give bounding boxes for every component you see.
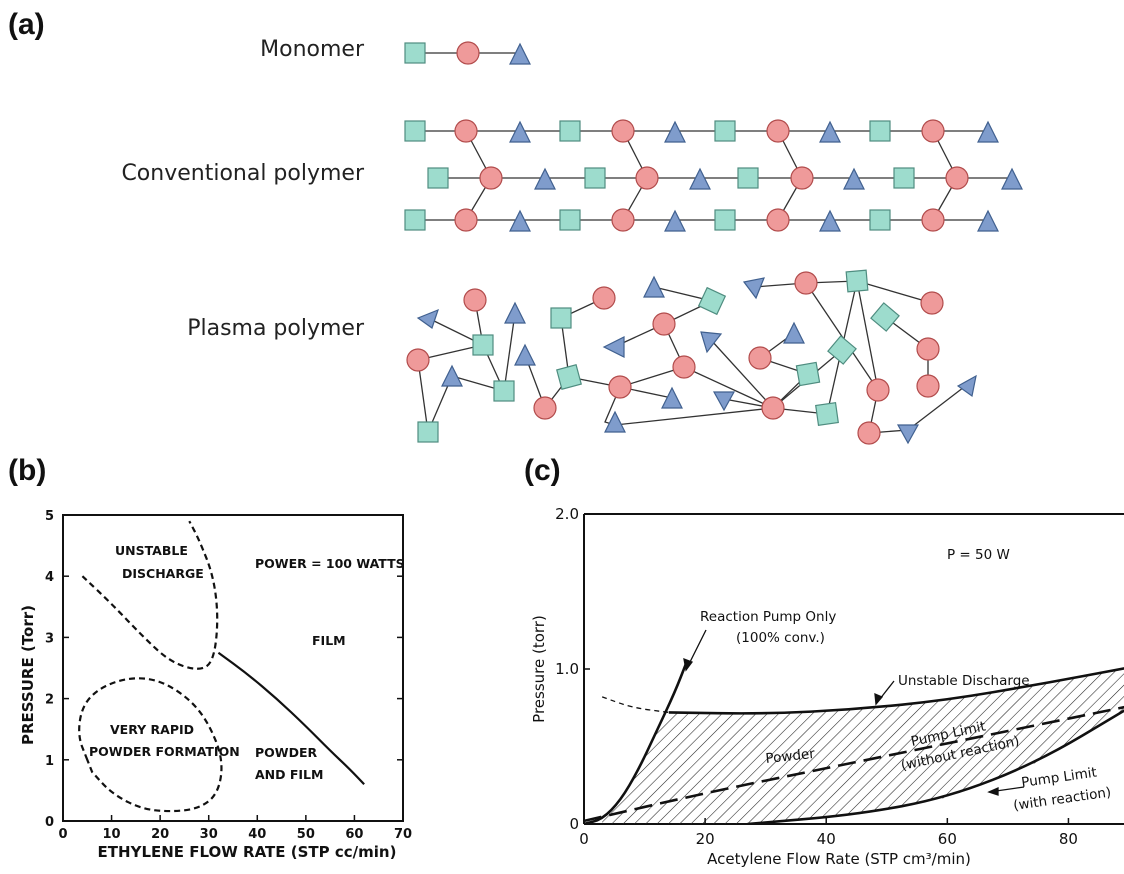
x-tick-label: 30 [200, 827, 218, 842]
monomer-molecule [404, 41, 531, 65]
y-tick-label: 5 [45, 509, 54, 524]
unstable-discharge-label: Unstable Discharge [898, 673, 1030, 689]
plasma-polymer-network [406, 269, 977, 445]
series-line-0 [81, 520, 219, 670]
series-line-3 [747, 709, 1124, 824]
rapid-label: VERY RAPID [110, 722, 194, 737]
y-axis-title: Pressure (torr) [530, 615, 548, 723]
x-tick-label: 20 [151, 827, 169, 842]
series-line-1 [78, 677, 223, 813]
x-axis-title: Acetylene Flow Rate (STP cm³/min) [707, 850, 971, 868]
power-label: POWER = 100 WATTS [255, 556, 405, 571]
x-tick-label: 60 [345, 827, 363, 842]
circle-unit-icon [456, 41, 480, 65]
conventional-polymer-chains [404, 119, 1023, 232]
y-tick-label: 2 [45, 693, 54, 708]
x-tick-label: 70 [394, 827, 412, 842]
panel-a-label: (a) [8, 8, 45, 41]
x-tick-label: 60 [938, 830, 957, 848]
panel-b-label: (b) [8, 454, 47, 487]
powder-formation-label: POWDER FORMATION [89, 744, 240, 759]
y-tick-label: 4 [45, 570, 54, 585]
conventional-polymer-label: Conventional polymer [121, 161, 364, 186]
polymer-schematic [404, 41, 1023, 445]
panel-c-label: (c) [524, 454, 561, 487]
and-film-label: AND FILM [255, 767, 323, 782]
series-line-1 [668, 667, 1124, 715]
y-tick-label: 0 [45, 815, 54, 830]
monomer-label: Monomer [260, 37, 364, 62]
powder-label: Powder [765, 746, 816, 767]
series-line-4 [601, 696, 669, 714]
film-label: FILM [312, 633, 346, 648]
powder-label: POWDER [255, 745, 317, 760]
x-tick-label: 40 [817, 830, 836, 848]
series-line-2 [584, 705, 1124, 823]
square-unit-icon [404, 42, 426, 64]
x-tick-label: 10 [103, 827, 121, 842]
x-tick-label: 0 [58, 827, 67, 842]
power-label: P = 50 W [947, 547, 1010, 563]
plot-frame [62, 514, 404, 822]
triangle-unit-icon [509, 42, 531, 65]
plasma-polymer-label: Plasma polymer [187, 316, 364, 341]
conversion-label: (100% conv.) [736, 630, 825, 646]
x-axis-title: ETHYLENE FLOW RATE (STP cc/min) [98, 843, 397, 861]
acetylene-chart: 0 20 40 60 80 0 1.0 2.0 Pressure (torr) Acetyle… [530, 505, 1124, 868]
unstable-label: UNSTABLE [115, 543, 188, 558]
y-tick-label: 1.0 [555, 660, 579, 678]
x-tick-label: 40 [248, 827, 266, 842]
y-tick-label: 1 [45, 754, 54, 769]
x-tick-label: 80 [1059, 830, 1078, 848]
ethylene-chart: 0 10 20 30 40 50 60 70 0 1 2 3 4 5 PRESSURE (Torr) ET… [19, 509, 412, 861]
x-tick-label: 20 [696, 830, 715, 848]
y-tick-label: 0 [569, 815, 579, 833]
y-tick-label: 3 [45, 631, 54, 646]
y-tick-label: 2.0 [555, 505, 579, 523]
y-axis-title: PRESSURE (Torr) [19, 605, 37, 745]
x-tick-label: 50 [297, 827, 315, 842]
reaction-pump-label: Reaction Pump Only [700, 609, 836, 625]
x-tick-label: 0 [579, 830, 589, 848]
discharge-label: DISCHARGE [122, 566, 204, 581]
series-line-2 [217, 651, 365, 786]
